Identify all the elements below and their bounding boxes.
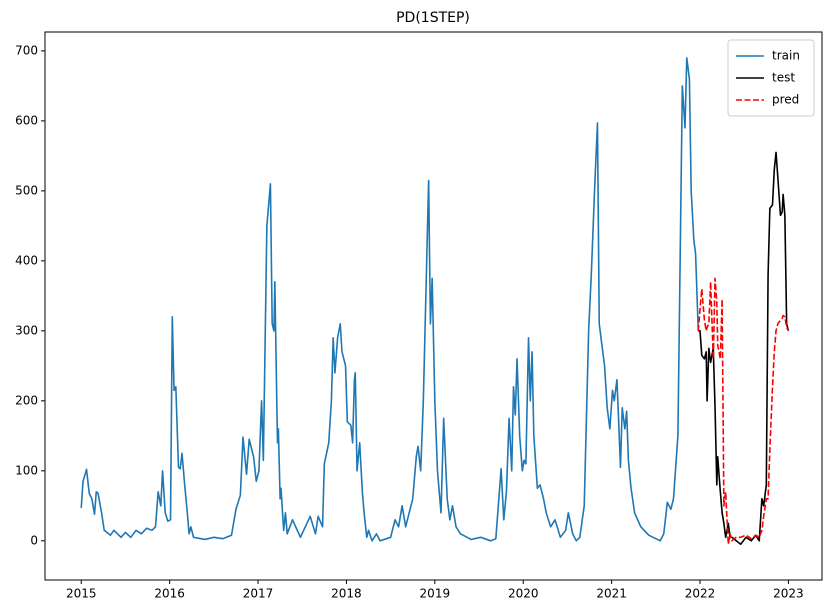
line-pred xyxy=(697,277,790,546)
y-tick-label: 400 xyxy=(15,253,38,267)
x-tick-label: 2020 xyxy=(508,587,539,601)
x-tick-label: 2015 xyxy=(66,587,97,601)
y-tick-label: 600 xyxy=(15,113,38,127)
x-tick-label: 2022 xyxy=(685,587,716,601)
legend-box xyxy=(727,39,815,117)
x-tick-label: 2021 xyxy=(596,587,627,601)
y-tick-label: 100 xyxy=(15,463,38,477)
x-tick-label: 2019 xyxy=(420,587,451,601)
x-tick-label: 2017 xyxy=(243,587,274,601)
x-tick-label: 2016 xyxy=(154,587,185,601)
y-tick-label: 0 xyxy=(30,533,38,547)
y-tick-label: 500 xyxy=(15,183,38,197)
x-tick-label: 2023 xyxy=(773,587,804,601)
line-train xyxy=(80,57,700,542)
chart-title: PD(1STEP) xyxy=(396,10,470,26)
legend-label: test xyxy=(772,71,795,85)
y-tick-label: 700 xyxy=(15,43,38,57)
legend-label: pred xyxy=(772,93,799,107)
plot-frame xyxy=(44,31,823,581)
legend-label: train xyxy=(772,49,800,63)
y-tick-label: 300 xyxy=(15,323,38,337)
y-tick-label: 200 xyxy=(15,393,38,407)
line-test xyxy=(698,151,790,546)
x-tick-label: 2018 xyxy=(331,587,362,601)
